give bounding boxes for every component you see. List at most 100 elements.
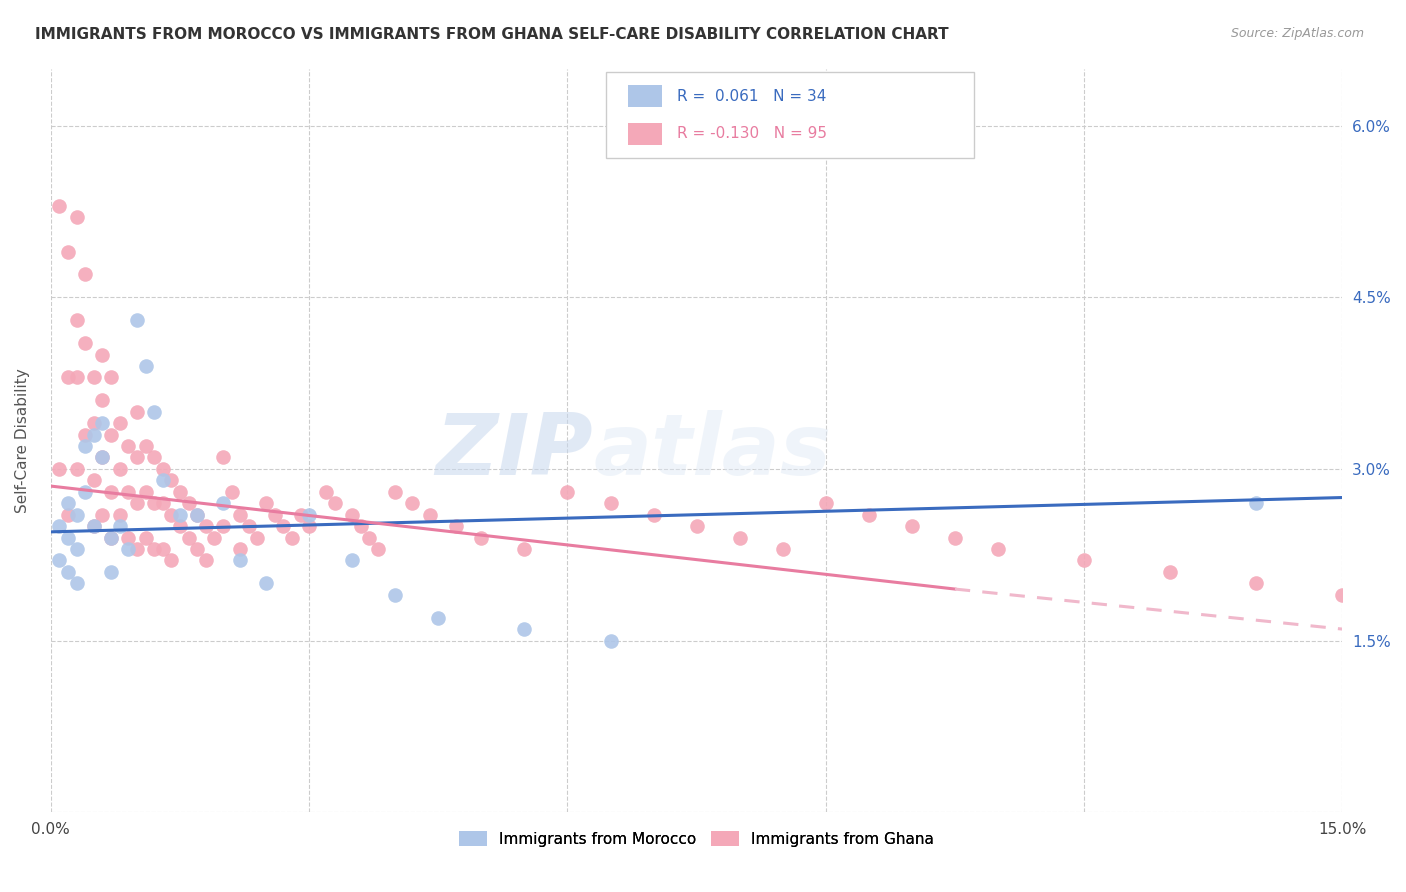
Point: [194, 553, 217, 567]
Point: [152, 541, 174, 556]
Point: [66, 541, 89, 556]
Point: [229, 553, 252, 567]
Point: [281, 531, 304, 545]
Point: [75, 427, 97, 442]
Point: [66, 211, 89, 225]
Point: [384, 588, 406, 602]
Point: [1159, 565, 1181, 579]
Point: [350, 519, 373, 533]
Point: [125, 450, 148, 465]
Point: [83, 519, 105, 533]
Point: [643, 508, 665, 522]
Point: [125, 405, 148, 419]
Point: [117, 439, 139, 453]
Text: atlas: atlas: [593, 410, 831, 493]
Point: [367, 541, 389, 556]
Point: [340, 508, 363, 522]
Point: [513, 622, 536, 636]
Point: [152, 462, 174, 476]
Point: [83, 519, 105, 533]
Point: [194, 519, 217, 533]
Point: [117, 541, 139, 556]
Text: IMMIGRANTS FROM MOROCCO VS IMMIGRANTS FROM GHANA SELF-CARE DISABILITY CORRELATIO: IMMIGRANTS FROM MOROCCO VS IMMIGRANTS FR…: [35, 27, 949, 42]
Point: [340, 553, 363, 567]
Text: Source: ZipAtlas.com: Source: ZipAtlas.com: [1230, 27, 1364, 40]
Point: [152, 496, 174, 510]
Point: [901, 519, 924, 533]
Point: [273, 519, 295, 533]
Point: [419, 508, 441, 522]
Point: [1073, 553, 1095, 567]
Point: [186, 508, 208, 522]
Point: [1331, 588, 1354, 602]
Point: [444, 519, 467, 533]
Point: [160, 474, 183, 488]
Point: [298, 519, 321, 533]
Point: [987, 541, 1010, 556]
Point: [254, 496, 277, 510]
Point: [177, 531, 200, 545]
Point: [117, 484, 139, 499]
Point: [427, 610, 450, 624]
Point: [75, 484, 97, 499]
FancyBboxPatch shape: [628, 123, 662, 145]
Point: [75, 336, 97, 351]
Point: [254, 576, 277, 591]
Point: [359, 531, 381, 545]
Point: [229, 541, 252, 556]
Point: [56, 370, 79, 384]
Point: [160, 508, 183, 522]
Point: [66, 370, 89, 384]
Point: [91, 416, 114, 430]
Point: [169, 508, 191, 522]
Point: [100, 484, 122, 499]
Point: [513, 541, 536, 556]
Point: [108, 519, 131, 533]
FancyBboxPatch shape: [606, 72, 974, 158]
Point: [125, 541, 148, 556]
Point: [169, 484, 191, 499]
Point: [204, 531, 226, 545]
Point: [125, 313, 148, 327]
Point: [599, 496, 621, 510]
Point: [143, 405, 166, 419]
Point: [48, 462, 70, 476]
Point: [152, 474, 174, 488]
Point: [100, 565, 122, 579]
Point: [858, 508, 880, 522]
Point: [212, 450, 235, 465]
Point: [728, 531, 751, 545]
Point: [117, 531, 139, 545]
Point: [135, 359, 157, 373]
Point: [91, 450, 114, 465]
Point: [56, 531, 79, 545]
Point: [169, 519, 191, 533]
Point: [1246, 576, 1268, 591]
Point: [100, 370, 122, 384]
Point: [599, 633, 621, 648]
Point: [177, 496, 200, 510]
Point: [323, 496, 346, 510]
Point: [229, 508, 252, 522]
Point: [263, 508, 285, 522]
Legend: Immigrants from Morocco, Immigrants from Ghana: Immigrants from Morocco, Immigrants from…: [453, 824, 941, 853]
Point: [772, 541, 794, 556]
Point: [108, 416, 131, 430]
Point: [100, 531, 122, 545]
Point: [56, 508, 79, 522]
Point: [83, 474, 105, 488]
Point: [814, 496, 837, 510]
Point: [56, 244, 79, 259]
Point: [470, 531, 492, 545]
Point: [384, 484, 406, 499]
Point: [56, 565, 79, 579]
Point: [100, 531, 122, 545]
Point: [83, 370, 105, 384]
Point: [83, 416, 105, 430]
Point: [83, 427, 105, 442]
Point: [160, 553, 183, 567]
Point: [186, 541, 208, 556]
Point: [143, 541, 166, 556]
Point: [246, 531, 269, 545]
Point: [685, 519, 707, 533]
